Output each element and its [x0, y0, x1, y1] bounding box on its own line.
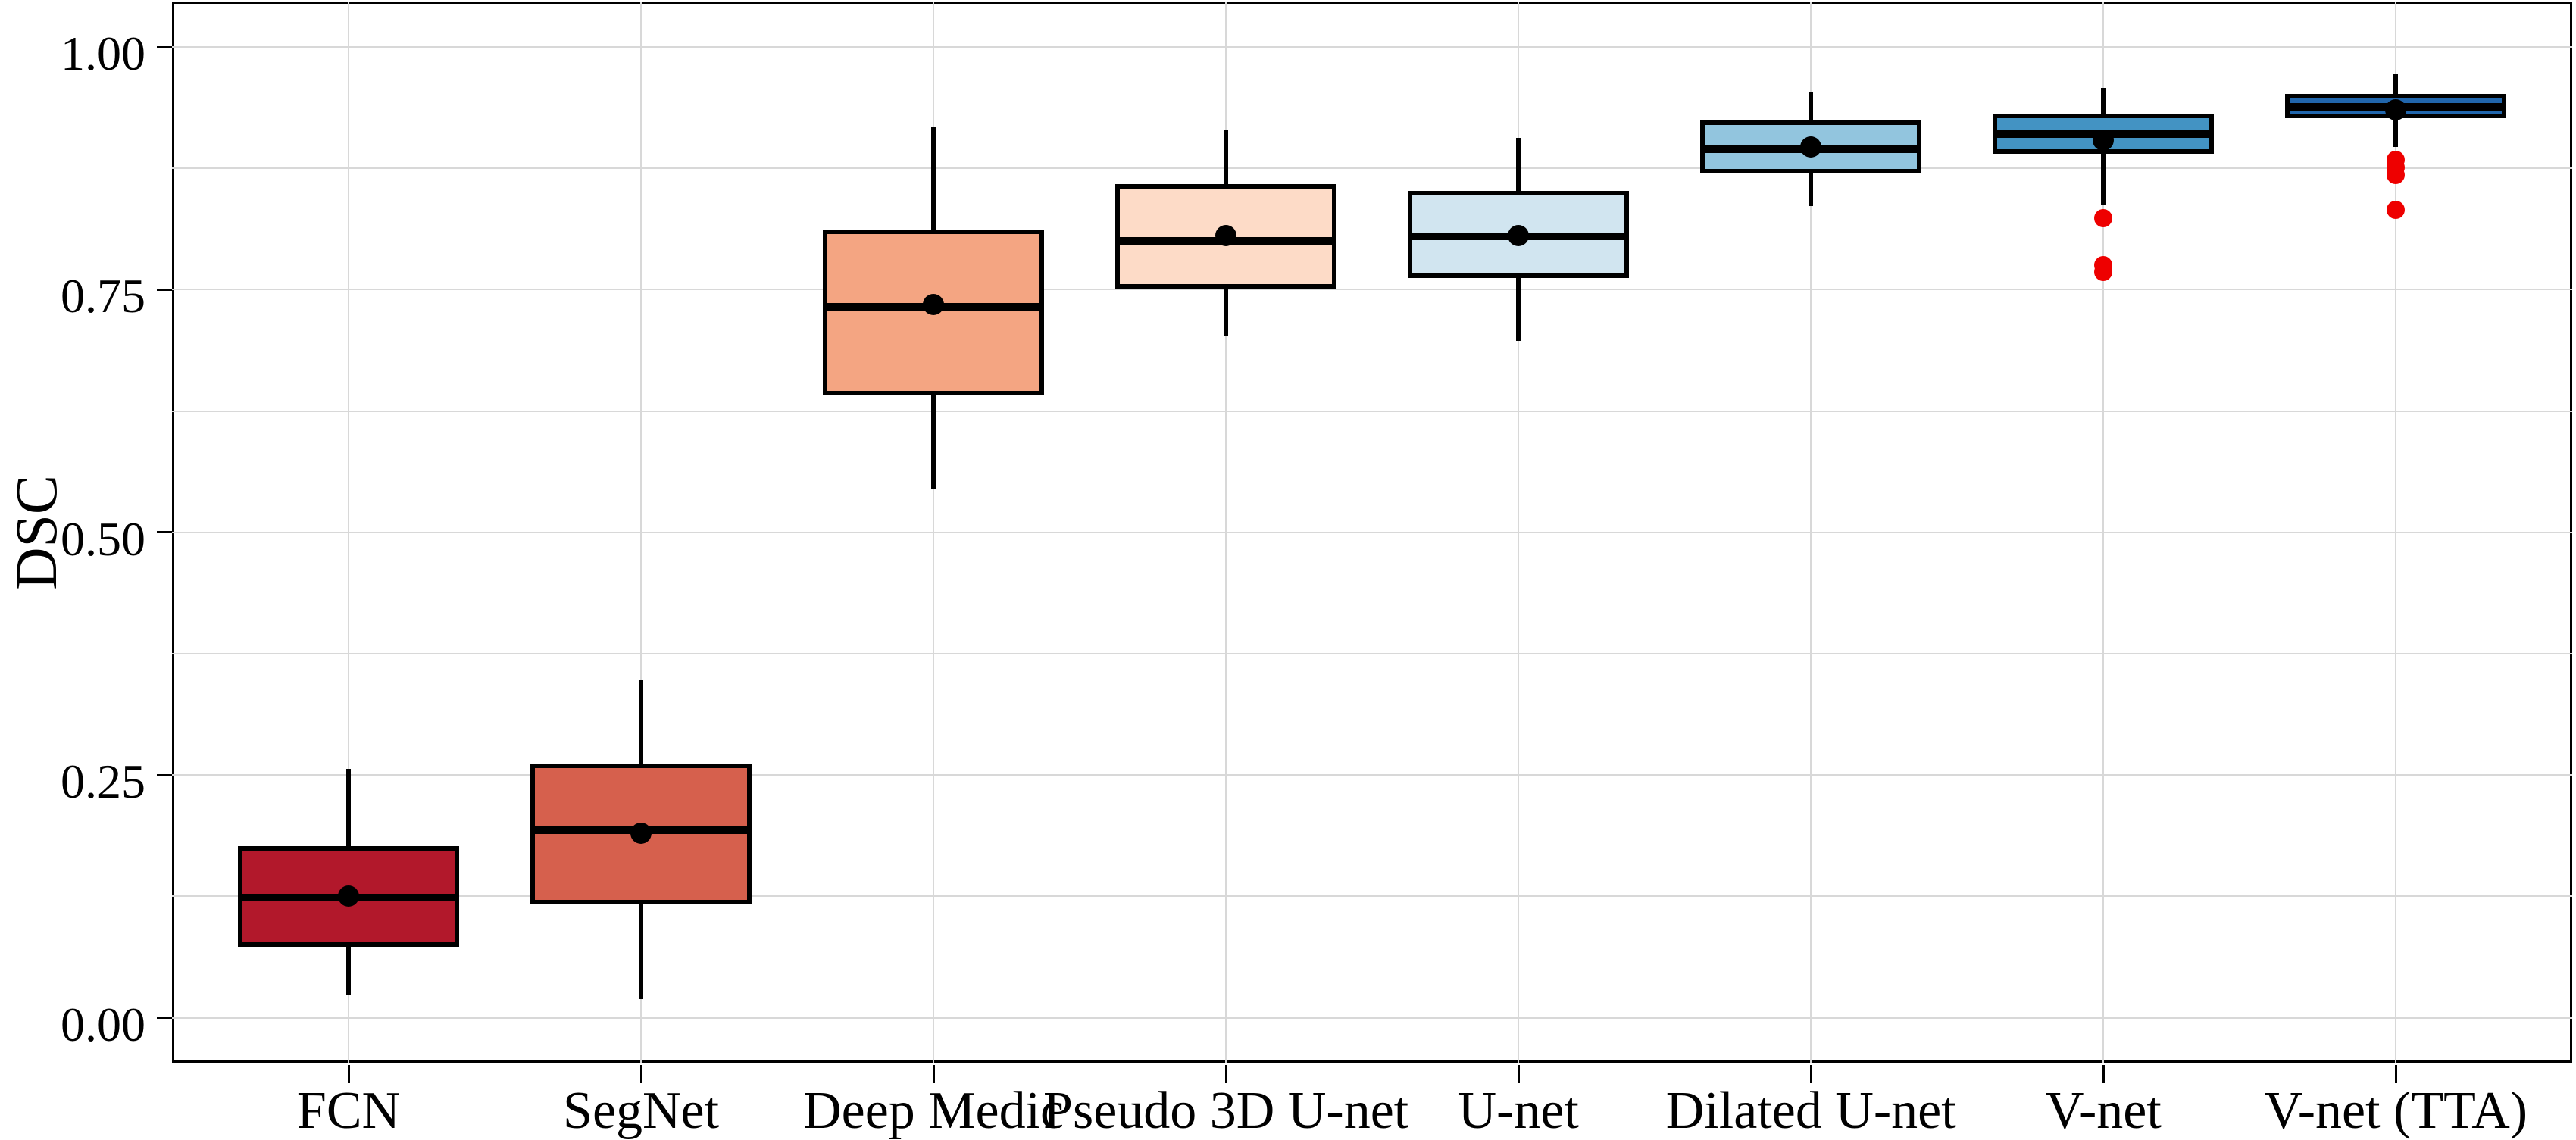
- lower-whisker: [2393, 117, 2399, 147]
- x-axis-tick: [1224, 1065, 1227, 1083]
- y-axis-tick-label: 0.50: [61, 511, 145, 566]
- vertical-gridline: [1225, 2, 1227, 1063]
- y-axis-tick: [157, 1017, 172, 1019]
- y-axis-title-text: DSC: [3, 475, 69, 590]
- outlier-point: [2387, 201, 2406, 220]
- mean-marker: [1800, 136, 1822, 158]
- lower-whisker: [1809, 173, 1814, 207]
- upper-whisker: [639, 679, 644, 764]
- horizontal-gridline: [172, 1017, 2572, 1019]
- upper-whisker: [1516, 138, 1521, 191]
- x-axis-tick: [1517, 1065, 1520, 1083]
- lower-whisker: [346, 946, 351, 995]
- mean-marker: [2385, 99, 2407, 121]
- x-axis-category-label: U-net: [1458, 1082, 1579, 1140]
- vertical-gridline: [640, 2, 642, 1063]
- x-axis-category-label: Deep Medic: [803, 1082, 1064, 1140]
- x-axis-category-label: Pseudo 3D U-net: [1043, 1082, 1409, 1140]
- upper-whisker: [2393, 73, 2399, 94]
- upper-whisker: [2101, 87, 2106, 114]
- upper-whisker: [931, 127, 936, 230]
- x-axis-tick: [2102, 1065, 2105, 1083]
- horizontal-gridline: [172, 289, 2572, 291]
- x-axis-tick: [1809, 1065, 1812, 1083]
- y-axis-tick: [157, 288, 172, 291]
- vertical-gridline: [1518, 2, 1520, 1063]
- vertical-gridline: [2395, 2, 2397, 1063]
- mean-marker: [338, 885, 359, 907]
- y-axis-tick: [157, 531, 172, 534]
- horizontal-gridline: [172, 46, 2572, 48]
- x-axis-tick: [639, 1065, 642, 1083]
- lower-whisker: [1224, 289, 1229, 336]
- upper-whisker: [1224, 129, 1229, 184]
- y-axis-tick-label: 1.00: [61, 27, 145, 80]
- x-axis-category-label: V-net (TTA): [2264, 1082, 2528, 1140]
- y-axis-tick-label: 0.75: [61, 269, 145, 323]
- horizontal-gridline: [172, 167, 2572, 170]
- mean-marker: [923, 293, 945, 315]
- y-axis-tick-label: 0.00: [61, 997, 145, 1051]
- x-axis-category-label: V-net: [2045, 1082, 2162, 1140]
- y-axis-tick-label: 0.25: [61, 754, 145, 809]
- outlier-point: [2094, 208, 2113, 227]
- x-axis-category-label: Dilated U-net: [1665, 1082, 1956, 1140]
- mean-marker: [1215, 224, 1237, 246]
- y-axis-tick: [157, 45, 172, 48]
- y-axis-tick: [157, 773, 172, 776]
- lower-whisker: [931, 395, 936, 489]
- vertical-gridline: [933, 2, 935, 1063]
- horizontal-gridline: [172, 410, 2572, 412]
- horizontal-gridline: [172, 652, 2572, 654]
- mean-marker: [2093, 130, 2115, 151]
- x-axis-tick: [347, 1065, 350, 1083]
- upper-whisker: [1809, 91, 1814, 121]
- mean-marker: [1508, 224, 1530, 246]
- outlier-point: [2094, 263, 2113, 282]
- x-axis-category-label: SegNet: [563, 1082, 720, 1140]
- mean-marker: [630, 823, 652, 844]
- lower-whisker: [1516, 277, 1521, 342]
- x-axis-tick: [932, 1065, 935, 1083]
- horizontal-gridline: [172, 895, 2572, 898]
- lower-whisker: [639, 904, 644, 1000]
- upper-whisker: [346, 769, 351, 846]
- x-axis-tick: [2394, 1065, 2397, 1083]
- x-axis-category-label: FCN: [296, 1082, 401, 1140]
- outlier-point: [2387, 166, 2406, 185]
- vertical-gridline: [1810, 2, 1812, 1063]
- lower-whisker: [2101, 153, 2106, 205]
- vertical-gridline: [348, 2, 349, 1063]
- horizontal-gridline: [172, 531, 2572, 533]
- vertical-gridline: [2102, 2, 2105, 1063]
- horizontal-gridline: [172, 774, 2572, 776]
